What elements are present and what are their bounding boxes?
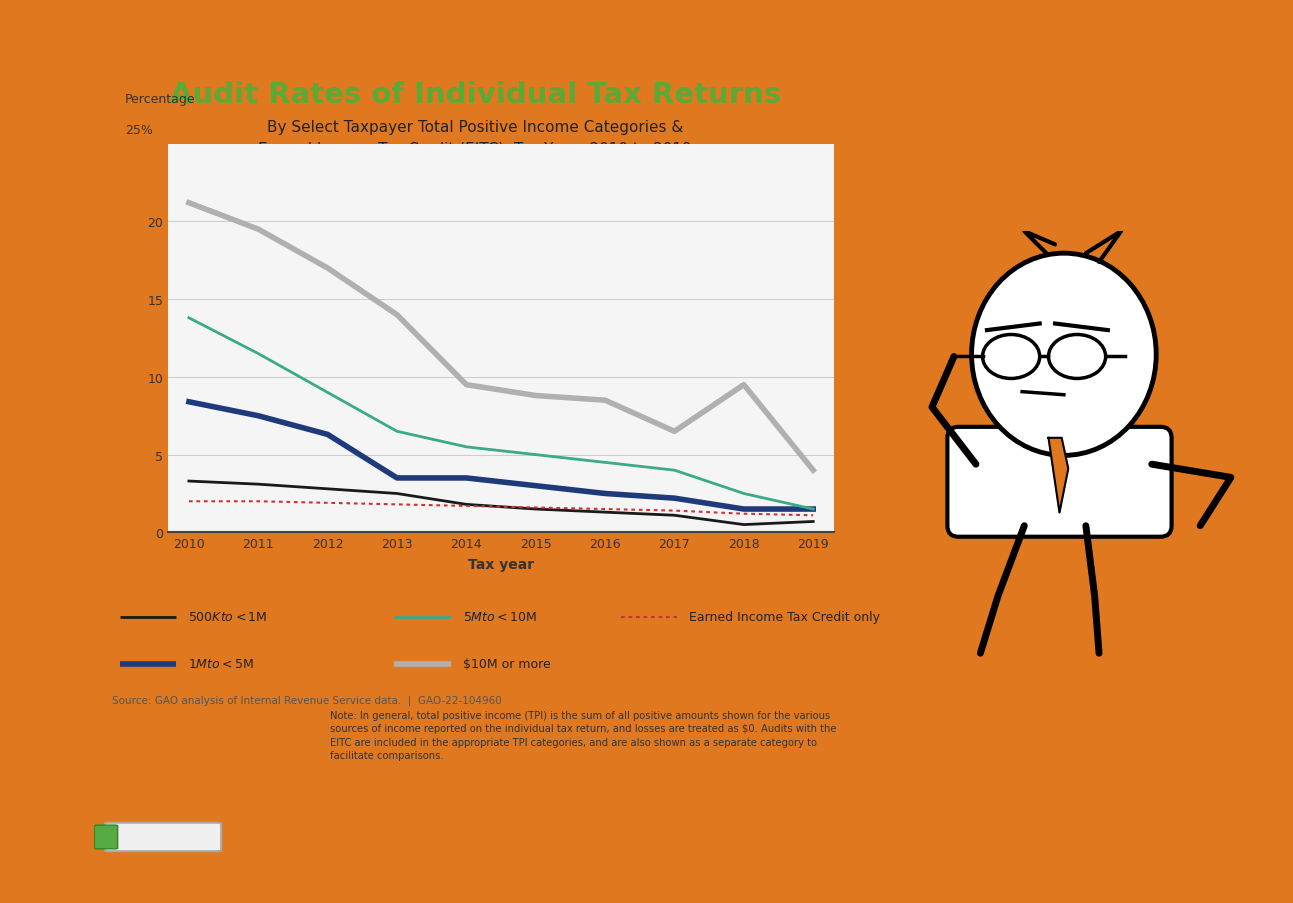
FancyBboxPatch shape bbox=[105, 823, 221, 852]
Text: $1M to <$5M: $1M to <$5M bbox=[189, 657, 255, 670]
Text: Audit Rates of Individual Tax Returns: Audit Rates of Individual Tax Returns bbox=[169, 81, 781, 109]
FancyBboxPatch shape bbox=[94, 825, 118, 849]
Text: $500K to <$1M: $500K to <$1M bbox=[189, 610, 268, 624]
Ellipse shape bbox=[1049, 335, 1106, 379]
FancyBboxPatch shape bbox=[948, 427, 1171, 537]
Text: Note: In general, total positive income (TPI) is the sum of all positive amounts: Note: In general, total positive income … bbox=[330, 711, 837, 760]
Text: Percentage: Percentage bbox=[125, 93, 195, 106]
Text: $5M to <$10M: $5M to <$10M bbox=[463, 610, 537, 624]
X-axis label: Tax year: Tax year bbox=[468, 557, 534, 572]
Text: Source: GAO analysis of Internal Revenue Service data.  |  GAO-22-104960: Source: GAO analysis of Internal Revenue… bbox=[111, 695, 502, 705]
Ellipse shape bbox=[971, 254, 1156, 456]
Text: 25%: 25% bbox=[125, 124, 153, 136]
Ellipse shape bbox=[983, 335, 1040, 379]
Text: Earned Income Tax Credit only: Earned Income Tax Credit only bbox=[689, 610, 881, 624]
Text: By Select Taxpayer Total Positive Income Categories &
Earned Income Tax Credit (: By Select Taxpayer Total Positive Income… bbox=[259, 120, 692, 157]
Polygon shape bbox=[1049, 438, 1068, 513]
Text: $10M or more: $10M or more bbox=[463, 657, 551, 670]
